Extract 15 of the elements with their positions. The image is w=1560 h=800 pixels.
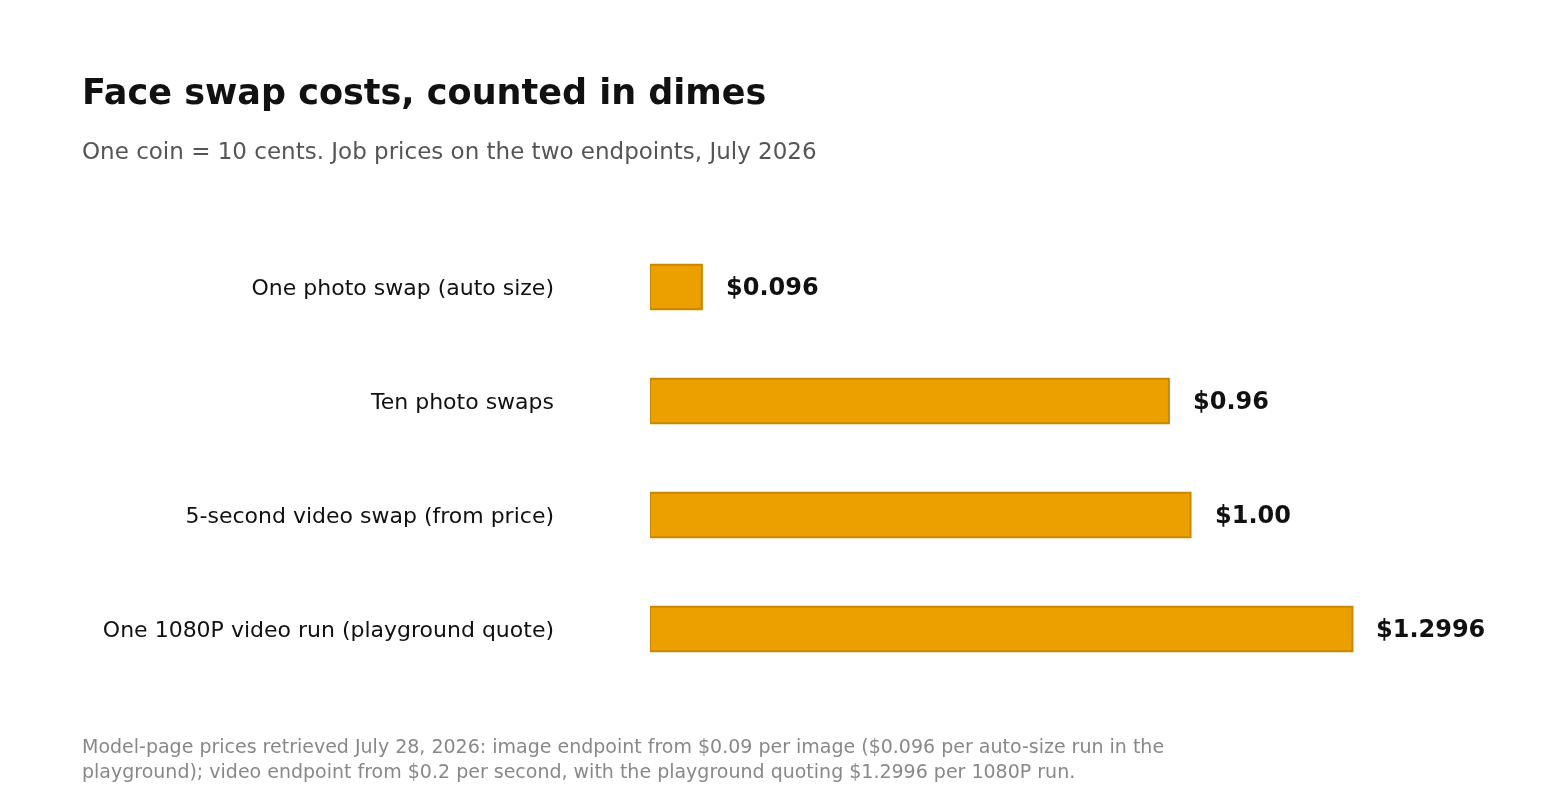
bar <box>650 377 1170 425</box>
bar <box>650 605 1354 653</box>
y-tick-label: Ten photo swaps <box>370 388 554 414</box>
data-label: $1.2996 <box>1376 615 1486 643</box>
y-tick-label: One photo swap (auto size) <box>251 274 554 300</box>
data-label: $0.096 <box>726 273 819 301</box>
bar <box>650 263 703 311</box>
bar <box>650 491 1192 539</box>
text: Model-page prices retrieved July 28, 2026: image endpoint from $0.09 per image ($0.096 per auto-size run in the playground); video endpoint from $0.2 per second, with the playground quoting $1.2996 per 1080P run. <box>82 735 1165 782</box>
text: One coin = 10 cents. Job prices on the two endpoints, July 2026 <box>82 138 817 164</box>
y-tick-label: One 1080P video run (playground quote) <box>102 616 554 642</box>
data-label: $1.00 <box>1215 501 1291 529</box>
data-label: $0.96 <box>1193 387 1269 415</box>
chart-title: Face swap costs, counted in dimes <box>82 72 767 112</box>
y-tick-label: 5-second video swap (from price) <box>185 502 554 528</box>
